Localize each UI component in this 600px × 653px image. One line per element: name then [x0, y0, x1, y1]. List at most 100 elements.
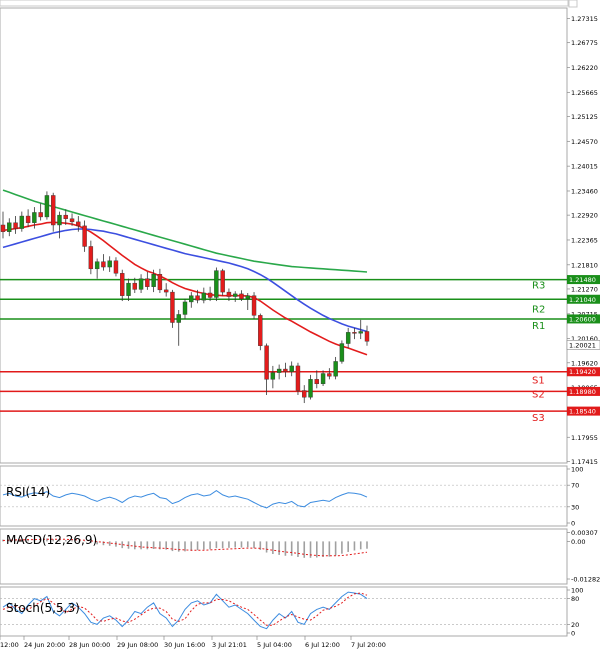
candle-body	[289, 365, 294, 372]
candle-body	[76, 221, 81, 227]
price-tick-label: 1.19620	[571, 359, 598, 367]
level-price-tag-r1	[567, 314, 600, 324]
axis-tick-label: 100	[571, 466, 583, 474]
candle-body	[170, 291, 175, 323]
axis-tick-label: 0	[571, 520, 575, 528]
current-price-tag: 1.20021	[566, 340, 600, 350]
candle-body	[157, 273, 163, 291]
level-price-label-r3: 1.21480	[569, 276, 596, 284]
candle-body	[94, 261, 100, 270]
candle-body	[151, 273, 156, 287]
price-tick-label: 1.25125	[571, 113, 598, 121]
level-price-tag-r2	[567, 294, 600, 304]
candle-body	[214, 270, 219, 298]
candle-body	[258, 315, 263, 346]
level-price-label-r1: 1.20600	[569, 315, 596, 323]
candle-body	[7, 222, 12, 232]
candle-body	[138, 278, 144, 290]
candle-body	[245, 295, 250, 300]
candle-body	[44, 195, 50, 218]
candle-body	[358, 331, 363, 334]
price-tick-label: 1.26775	[571, 39, 598, 47]
time-tick-label: 30 Jun 16:00	[164, 641, 205, 649]
macd-title: MACD(12,26,9)	[6, 533, 97, 547]
time-tick-label: 24 Jun 20:00	[24, 641, 65, 649]
level-price-tag-r3	[567, 275, 600, 285]
time-tick-label: 12:00	[0, 641, 19, 649]
price-tick-label: 1.21270	[571, 285, 598, 293]
level-tag-s3: S3	[532, 413, 545, 424]
axis-tick-label: 0.00	[571, 538, 585, 546]
axis-tick-label: 30	[571, 503, 579, 511]
window-corner-button[interactable]	[568, 0, 578, 8]
time-tick-label: 29 Jun 08:00	[117, 641, 158, 649]
axis-tick-label: -0.012821	[571, 576, 600, 584]
candle-body	[163, 289, 169, 293]
time-tick-label: 5 Jul 04:00	[257, 641, 292, 649]
candle-body	[302, 390, 307, 398]
candle-body	[189, 295, 194, 303]
rsi-panel	[0, 465, 568, 527]
candle-body	[101, 261, 106, 268]
candlesticks	[0, 191, 370, 404]
candle-body	[38, 212, 43, 218]
candle-body	[270, 372, 276, 380]
axis-tick-label: 100	[571, 587, 583, 595]
candle-body	[69, 218, 75, 223]
price-tick-label: 1.20715	[571, 310, 598, 318]
level-price-label-s3: 1.18540	[569, 408, 596, 416]
level-price-tag-s2	[567, 386, 600, 396]
time-tick-label: 6 Jul 12:00	[305, 641, 340, 649]
price-panel	[0, 7, 568, 464]
price-tick-label: 1.27315	[571, 15, 598, 23]
level-price-tag-s3	[567, 406, 600, 416]
stoch-d-line	[2, 592, 368, 626]
candle-body	[120, 273, 125, 296]
level-price-tag-s1	[567, 367, 600, 377]
candle-body	[126, 282, 131, 296]
time-axis: 12:00 24 Jun 20:00 28 Jun 00:00 29 Jun 08:0…	[0, 636, 386, 649]
price-axis: 1.27315 1.26775 1.26220 1.25665 1.25125 1.245…	[567, 15, 598, 466]
candle-body	[201, 292, 207, 301]
candle-body	[19, 215, 25, 229]
current-price-box	[566, 340, 600, 350]
level-tag-r2: R2	[532, 304, 545, 315]
candle-body	[113, 260, 119, 274]
candle-body	[345, 332, 351, 344]
axis-tick-label: 20	[571, 621, 579, 629]
candle-body	[283, 368, 288, 372]
candle-body	[88, 246, 94, 270]
macd-signal-line	[2, 538, 368, 557]
candle-body	[239, 293, 244, 300]
level-tag-r3: R3	[532, 281, 545, 292]
price-tick-label: 1.22365	[571, 236, 598, 244]
level-tag-r1: R1	[532, 321, 545, 332]
candle-body	[327, 373, 332, 377]
rsi-line	[2, 489, 368, 509]
price-tick-label: 1.25665	[571, 89, 598, 97]
candle-body	[13, 222, 18, 229]
candle-body	[51, 195, 56, 226]
window-top-strip	[0, 0, 569, 7]
candle-body	[320, 373, 326, 385]
ma-line-1	[2, 221, 368, 356]
price-tick-label: 1.21810	[571, 261, 598, 269]
price-tick-label: 1.17955	[571, 434, 598, 442]
candle-body	[226, 291, 232, 297]
candle-body	[107, 260, 112, 268]
candle-body	[82, 225, 87, 247]
axis-tick-label: 80	[571, 595, 579, 603]
candle-body	[314, 379, 319, 385]
candle-body	[32, 212, 37, 223]
support-resistance-levels: 1.21480 1.21040 1.20600 1.19420 1.18980 1.185…	[0, 275, 600, 424]
candle-body	[364, 331, 370, 342]
candle-body	[220, 270, 225, 293]
axis-tick-label: 0	[571, 630, 575, 638]
candle-body	[352, 332, 357, 334]
candle-body	[308, 379, 313, 398]
candle-body	[132, 282, 137, 290]
price-tick-label: 1.17415	[571, 458, 598, 466]
